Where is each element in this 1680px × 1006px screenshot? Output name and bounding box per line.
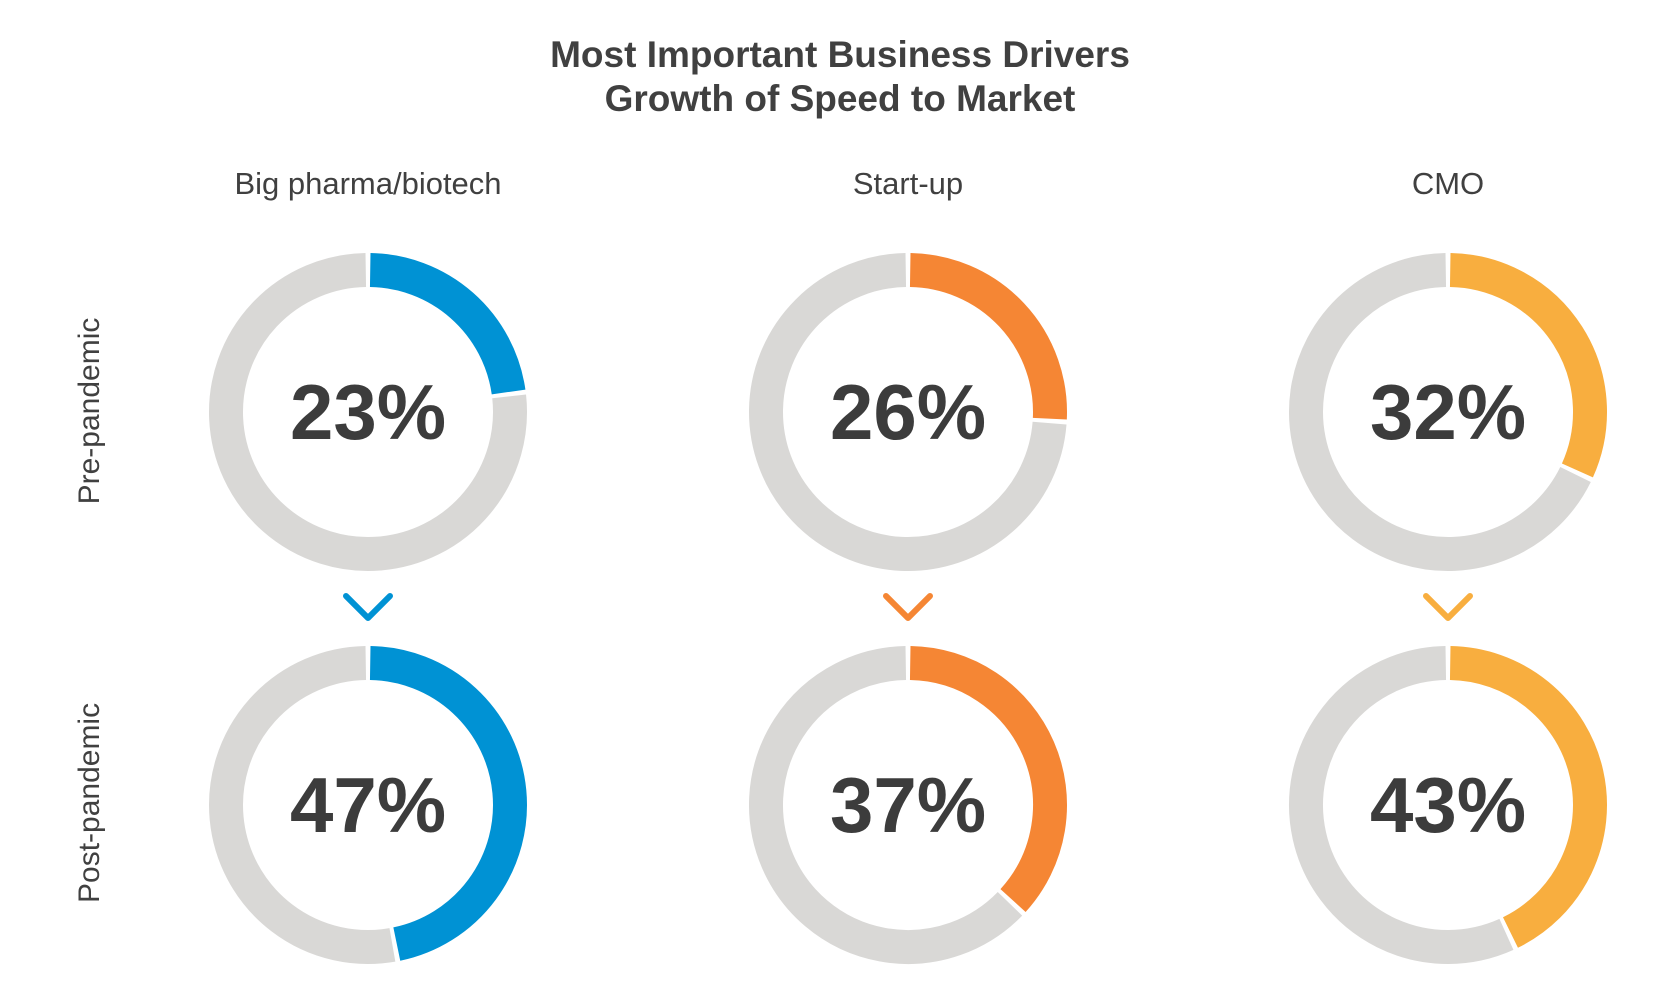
column-label-cmo: CMO [1411, 166, 1485, 201]
donut-value-arc [369, 253, 526, 395]
donut-value-arc [1449, 646, 1607, 948]
donut-value-label: 23% [290, 368, 446, 456]
donut-value-label: 47% [290, 761, 446, 849]
chart-title-line-1: Most Important Business Drivers [550, 34, 1130, 75]
column-label-start-up: Start-up [852, 166, 964, 201]
donut-track [1289, 646, 1514, 964]
donut-value-label: 43% [1370, 761, 1526, 849]
donut-value-arc [909, 253, 1067, 420]
donut-cmo-post: 43% [1289, 646, 1607, 964]
donut-value-label: 26% [830, 368, 986, 456]
chevron-down-icon [883, 593, 933, 621]
donut-start-up-post: 37% [749, 646, 1067, 964]
donut-track [209, 253, 527, 571]
donut-track [209, 646, 396, 964]
donut-cmo-pre: 32% [1289, 253, 1607, 571]
donut-start-up-pre: 26% [749, 253, 1067, 571]
chevron-down-icon [1423, 593, 1473, 621]
donut-track [749, 253, 1067, 571]
donut-value-label: 32% [1370, 368, 1526, 456]
donut-value-label: 37% [830, 761, 986, 849]
chevron-down-icon [343, 593, 393, 621]
donut-track [749, 646, 1023, 964]
donut-value-arc [369, 646, 527, 961]
donut-value-arc [909, 646, 1067, 912]
donut-track [1289, 253, 1591, 571]
donut-value-arc [1449, 253, 1607, 478]
donut-big-pharma-biotech-pre: 23% [209, 253, 527, 571]
chart-title-line-2: Growth of Speed to Market [604, 78, 1076, 119]
column-label-big-pharma: Big pharma/biotech [234, 166, 502, 201]
donut-big-pharma-biotech-post: 47% [209, 646, 527, 964]
